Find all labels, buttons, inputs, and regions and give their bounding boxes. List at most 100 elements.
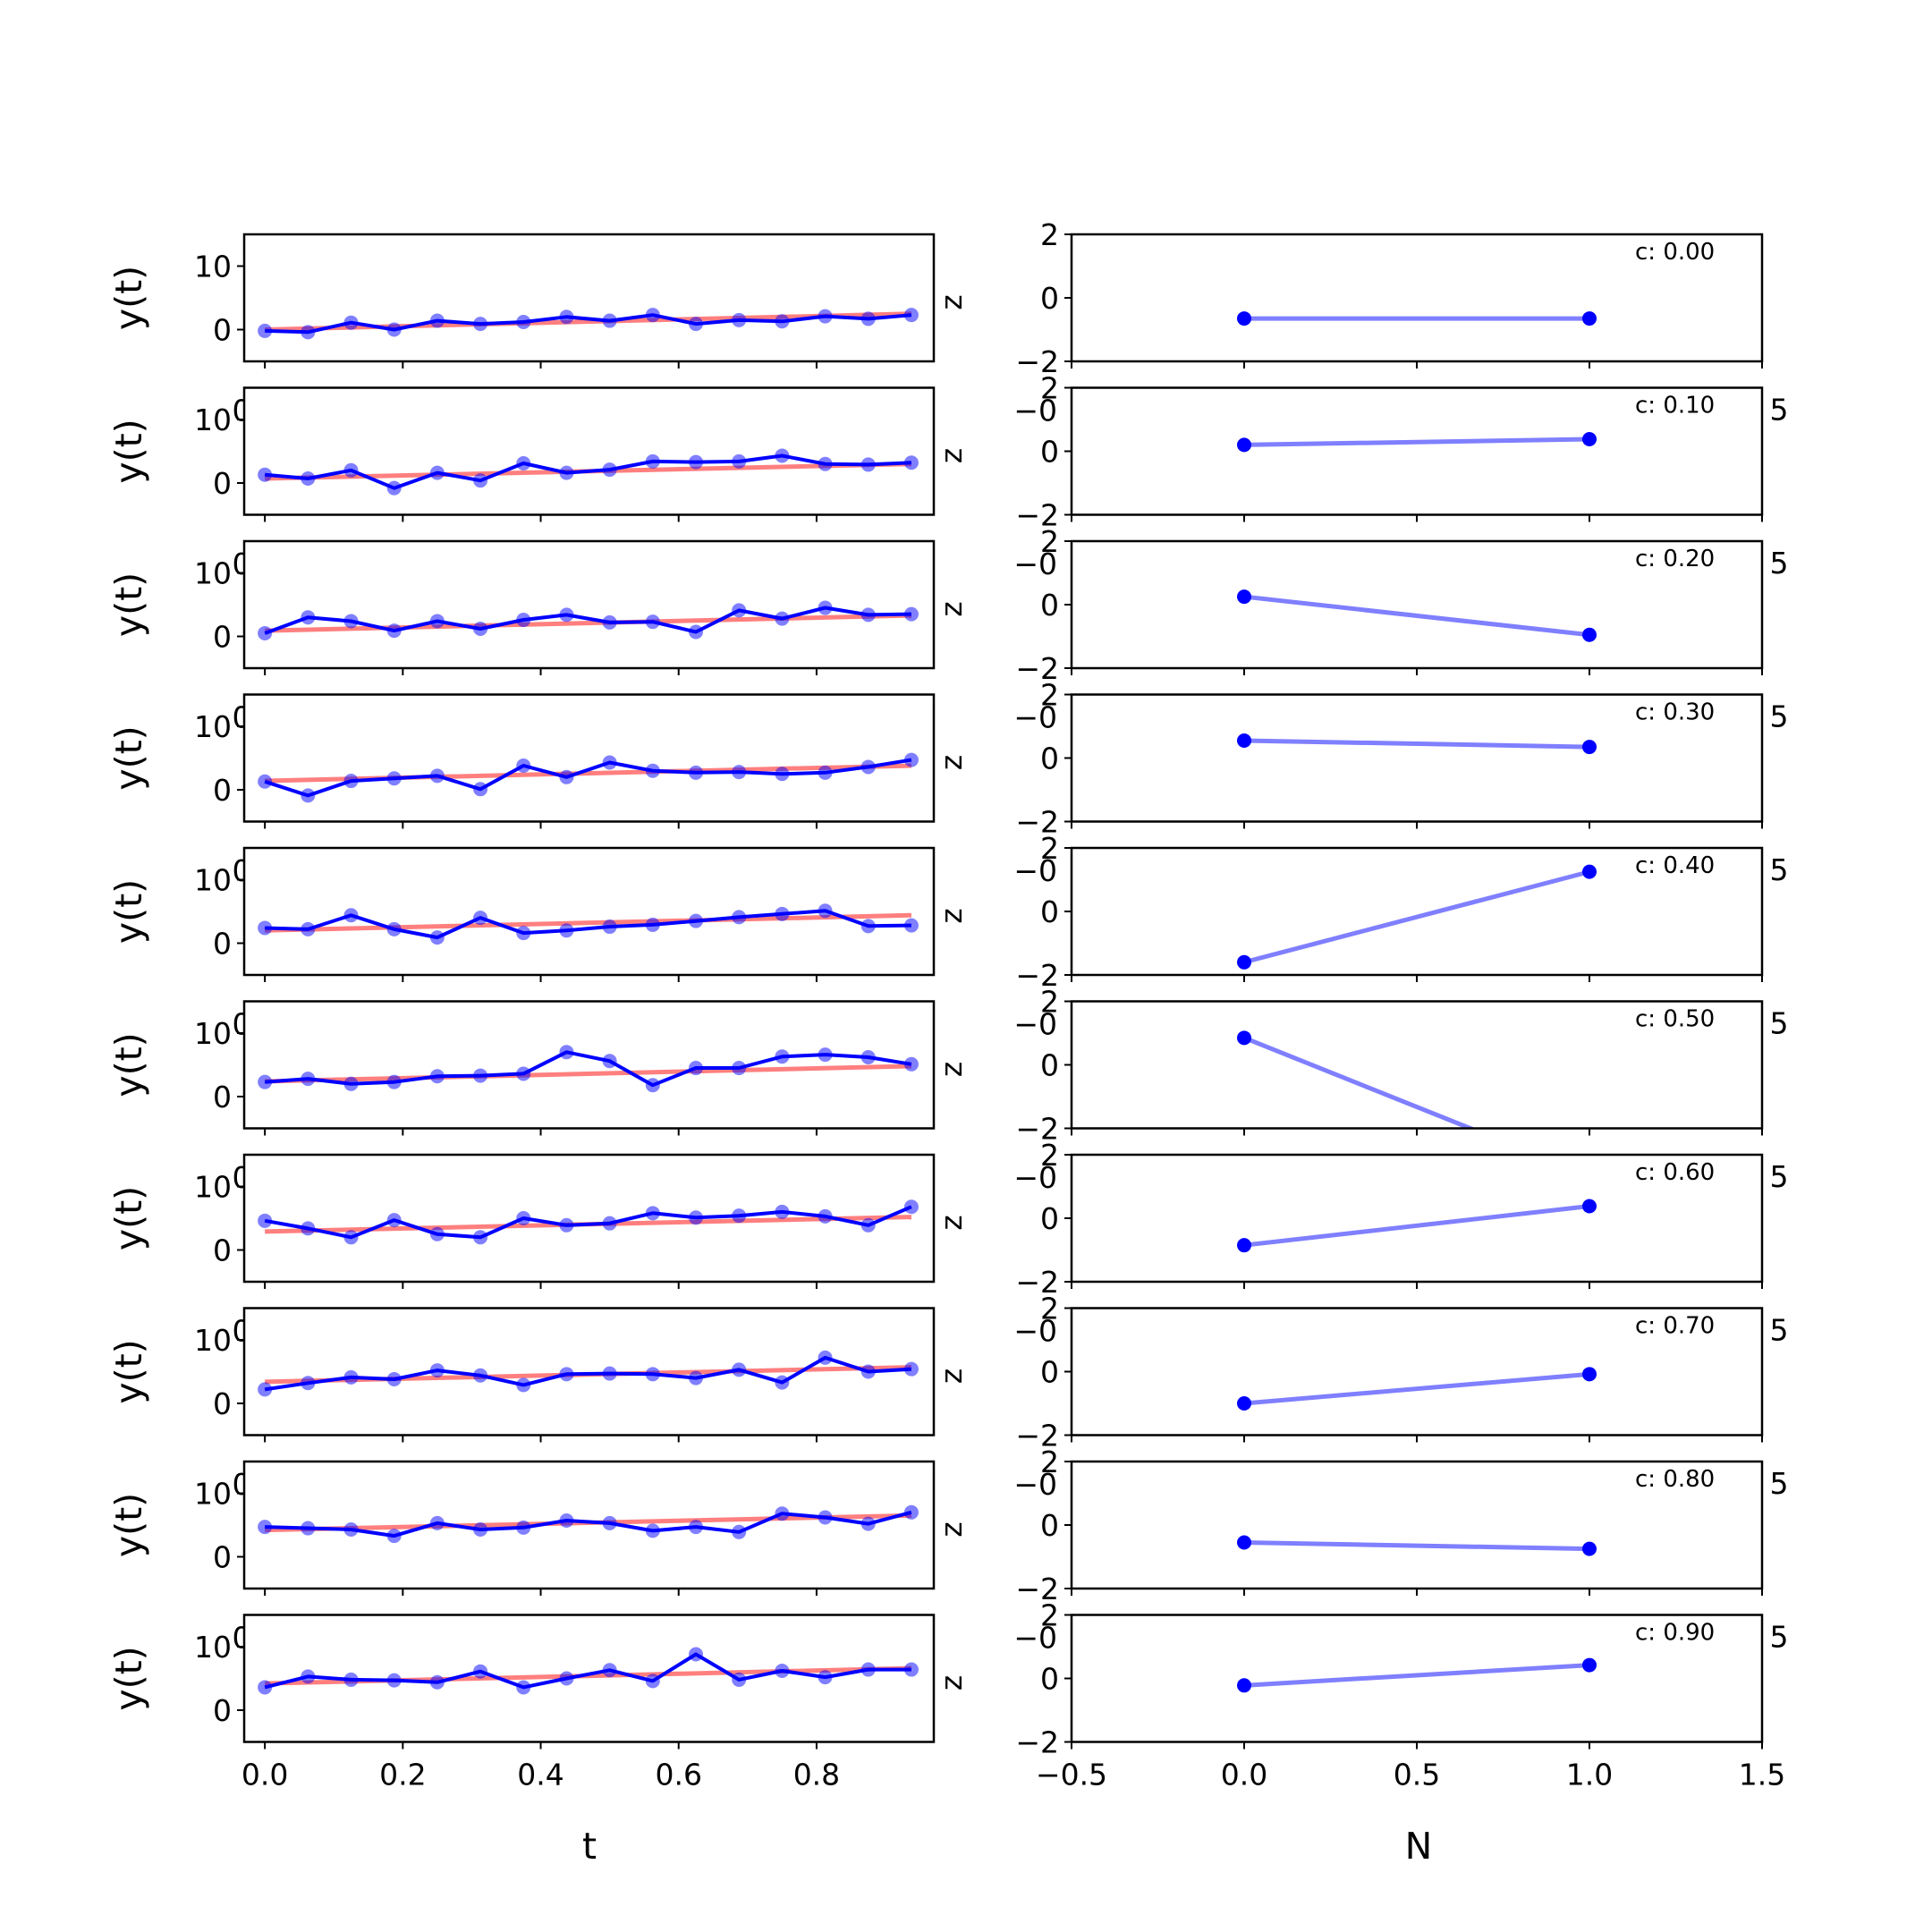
right-x-axis-label: N (1405, 1825, 1433, 1868)
right-c-annotation-0: c: 0.00 (1635, 239, 1715, 266)
ghost-z-label-8: z (934, 1521, 969, 1537)
right-c-annotation-6: c: 0.60 (1635, 1159, 1715, 1186)
left-data-point-0-0 (258, 323, 273, 338)
left-xtick-label-3: 0.6 (655, 1758, 701, 1792)
left-data-point-5-3 (386, 1074, 402, 1089)
left-data-point-2-0 (258, 625, 273, 640)
left-data-point-1-4 (429, 465, 445, 480)
right-data-point-8-0 (1237, 1535, 1251, 1550)
left-data-point-5-9 (645, 1078, 660, 1093)
left-data-point-2-9 (645, 614, 660, 630)
right-data-point-6-1 (1582, 1199, 1597, 1214)
left-data-point-9-8 (602, 1663, 617, 1678)
left-data-point-3-14 (860, 759, 876, 775)
left-data-point-4-13 (818, 903, 833, 919)
left-subplot-1: 0 10 y(t) (107, 386, 936, 522)
right-ytick-label-4-1: 0 (1040, 894, 1059, 929)
left-subplot-9: 0 10 0.0 0.2 0.4 0.6 0.8 y(t) (107, 1614, 936, 1792)
ghost-z-label-1: z (934, 448, 969, 463)
left-data-point-6-14 (860, 1217, 876, 1233)
left-data-point-3-13 (818, 765, 833, 780)
left-data-point-0-1 (301, 325, 316, 340)
left-data-point-5-11 (732, 1061, 747, 1076)
left-data-point-6-1 (301, 1221, 316, 1236)
right-c-annotation-4: c: 0.40 (1635, 852, 1715, 879)
right-ytick-label-0-2: 2 (1040, 217, 1059, 252)
left-data-point-6-15 (903, 1199, 919, 1215)
left-data-point-7-15 (903, 1361, 919, 1377)
left-plot-background-3 (244, 694, 934, 822)
right-ytick-label-8-0: −2 (1015, 1572, 1059, 1606)
left-data-point-8-8 (602, 1515, 617, 1530)
left-xtick-label-0: 0.0 (242, 1758, 288, 1792)
left-xtick-label-1: 0.2 (379, 1758, 426, 1792)
left-y-axis-label-2: y(t) (107, 572, 150, 637)
left-data-point-1-1 (301, 471, 316, 487)
left-data-point-1-8 (602, 462, 617, 478)
left-plot-background-8 (244, 1462, 934, 1589)
left-ytick-label-8-10: 10 (194, 1477, 232, 1512)
left-ytick-label-0-0: 0 (213, 313, 232, 348)
left-data-point-9-5 (473, 1664, 488, 1679)
left-data-point-9-4 (429, 1674, 445, 1690)
right-ytick-label-3-2: 2 (1040, 678, 1059, 713)
left-data-point-7-10 (689, 1370, 704, 1385)
right-subplot-8: −2 0 2 c: 0.80 (1015, 1445, 1764, 1606)
right-data-point-2-0 (1237, 589, 1251, 605)
right-data-line-8 (1243, 1540, 1590, 1552)
right-c-annotation-8: c: 0.80 (1635, 1466, 1715, 1493)
left-data-point-1-15 (903, 455, 919, 470)
left-y-axis-label-7: y(t) (107, 1339, 150, 1403)
left-data-point-9-6 (516, 1680, 531, 1695)
left-data-point-7-3 (386, 1372, 402, 1387)
right-subplot-5: −2 0 2 c: 0.50 (1015, 985, 1764, 1147)
left-ytick-label-8-0: 0 (213, 1540, 232, 1575)
left-data-point-3-0 (258, 774, 273, 789)
right-c-annotation-1: c: 0.10 (1635, 393, 1715, 419)
left-data-point-5-6 (516, 1066, 531, 1081)
left-data-line-5 (264, 1050, 912, 1088)
left-data-point-5-15 (903, 1056, 919, 1072)
left-data-point-7-7 (559, 1367, 574, 1382)
left-y-axis-label-5: y(t) (107, 1032, 150, 1097)
right-ghost-tick-4: −0 (1013, 853, 1057, 888)
left-data-point-5-7 (559, 1045, 574, 1060)
right-data-point-8-1 (1582, 1541, 1597, 1556)
left-data-point-7-14 (860, 1364, 876, 1379)
left-data-point-3-12 (775, 767, 790, 782)
left-data-point-7-13 (818, 1350, 833, 1365)
right-ytick-label-8-2: 2 (1040, 1445, 1059, 1479)
left-data-point-7-4 (429, 1363, 445, 1378)
right-panel-column: −2 0 2 c: 0.00 −2 0 2 c: 0.10 −2 0 2 c: 0.20 −2 0 2 c: … (1015, 217, 1785, 1792)
right-ghost-tick-7: −0 (1013, 1314, 1057, 1349)
right-ghost-five-7: 5 (1770, 1313, 1789, 1348)
left-axes-frame-1 (242, 386, 936, 516)
right-plot-background-8 (1072, 1462, 1762, 1589)
left-data-point-9-2 (343, 1672, 359, 1687)
left-plot-background-5 (244, 1001, 934, 1129)
left-subplot-6: 0 10 y(t) (107, 1153, 936, 1289)
left-ytick-label-4-0: 0 (213, 927, 232, 962)
left-subplot-0: 0 10 y(t) (107, 233, 936, 369)
left-data-point-7-11 (732, 1362, 747, 1377)
left-data-point-4-0 (258, 920, 273, 936)
right-c-annotation-2: c: 0.20 (1635, 546, 1715, 572)
left-data-point-6-10 (689, 1210, 704, 1225)
right-plot-background-9 (1072, 1614, 1762, 1742)
left-data-point-6-0 (258, 1213, 273, 1228)
right-data-line-7 (1243, 1371, 1590, 1406)
left-data-point-8-6 (516, 1520, 531, 1535)
left-y-axis-label-4: y(t) (107, 879, 150, 944)
left-data-point-8-9 (645, 1523, 660, 1538)
left-subplot-5: 0 10 y(t) (107, 1000, 936, 1136)
left-data-point-4-6 (516, 926, 531, 941)
right-ytick-label-4-2: 2 (1040, 831, 1059, 866)
left-plot-background-0 (244, 234, 934, 361)
left-data-point-6-4 (429, 1226, 445, 1241)
left-ytick-label-4-10: 10 (194, 863, 232, 898)
left-plot-background-1 (244, 387, 934, 515)
left-data-point-9-12 (775, 1663, 790, 1678)
left-data-point-1-12 (775, 448, 790, 463)
left-data-line-2 (264, 606, 911, 635)
